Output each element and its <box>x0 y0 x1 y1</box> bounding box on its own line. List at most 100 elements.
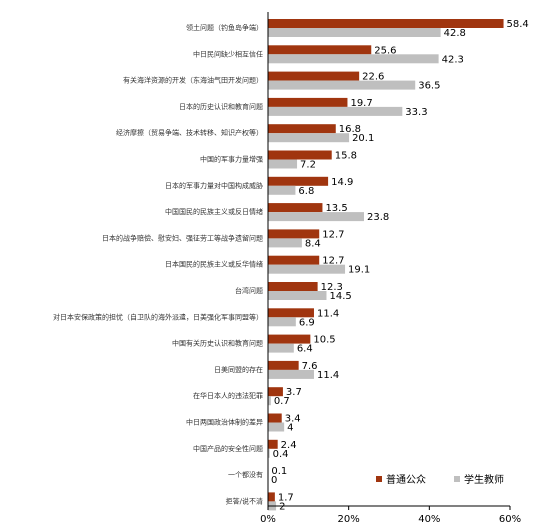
bar-series-1 <box>268 492 275 502</box>
value-labels: 58.442.825.642.322.636.519.733.316.820.1… <box>271 19 529 512</box>
bar-series-1 <box>268 97 348 107</box>
x-tick-label: 60% <box>499 514 521 525</box>
data-label-series-1: 19.7 <box>350 98 372 109</box>
data-label-series-1: 13.5 <box>325 203 347 214</box>
bar-series-1 <box>268 71 360 81</box>
data-label-series-2: 8.4 <box>305 238 321 249</box>
bar-series-1 <box>268 308 314 318</box>
bar-series-1 <box>268 255 320 265</box>
bar-series-1 <box>268 124 336 134</box>
category-label: 中日两国政治体制的差异 <box>186 418 263 427</box>
category-label: 日本的军事力量对中国构成威胁 <box>165 181 263 190</box>
data-label-series-2: 6.9 <box>299 317 315 328</box>
bar-series-1 <box>268 282 318 291</box>
category-label: 中日民间缺少相互信任 <box>193 49 263 58</box>
data-label-series-2: 23.8 <box>367 212 389 223</box>
bar-series-2 <box>268 106 403 116</box>
category-label: 日本国民的民族主义或反华情绪 <box>165 260 263 269</box>
legend-swatch-series-2 <box>454 476 460 482</box>
data-label-series-1: 10.5 <box>313 335 335 346</box>
category-label: 经济摩擦（贸易争端、技术转移、知识产权等） <box>116 128 263 137</box>
data-label-series-1: 58.4 <box>507 19 529 30</box>
bar-series-2 <box>268 448 270 458</box>
bar-series-1 <box>268 203 323 213</box>
data-label-series-1: 16.8 <box>339 124 361 135</box>
data-label-series-2: 0.4 <box>273 449 289 460</box>
bar-series-1 <box>268 19 504 28</box>
data-label-series-2: 6.8 <box>298 186 314 197</box>
bar-series-2 <box>268 317 296 327</box>
bar-series-2 <box>268 185 296 195</box>
data-label-series-1: 1.7 <box>278 492 294 503</box>
bar-series-2 <box>268 422 285 432</box>
data-label-series-1: 25.6 <box>374 45 396 56</box>
bar-series-2 <box>268 54 439 64</box>
category-label: 中国国民的民族主义或反日情绪 <box>165 207 263 216</box>
bar-series-2 <box>268 238 302 248</box>
category-label: 领土问题（钓鱼岛争端） <box>186 23 263 32</box>
data-label-series-1: 15.8 <box>335 151 357 162</box>
data-label-series-2: 4 <box>287 423 293 434</box>
data-label-series-2: 11.4 <box>317 370 339 381</box>
data-label-series-1: 3.7 <box>286 387 302 398</box>
data-label-series-1: 0.1 <box>271 466 287 477</box>
category-label: 对日本安保政策的担忧（自卫队的海外派遣，日美强化军事同盟等） <box>53 312 263 321</box>
bar-series-1 <box>268 360 299 370</box>
data-label-series-2: 42.8 <box>444 28 466 39</box>
data-label-series-2: 2 <box>279 501 285 512</box>
data-label-series-2: 42.3 <box>442 54 464 65</box>
bar-series-2 <box>268 396 271 406</box>
bar-series-2 <box>268 343 294 353</box>
category-label: 日本的历史认识和教育问题 <box>179 102 263 111</box>
data-label-series-2: 14.5 <box>329 291 351 302</box>
category-label: 在华日本人的违法犯罪 <box>193 391 263 400</box>
legend: 普通公众 学生教师 <box>376 473 504 486</box>
data-label-series-2: 33.3 <box>405 107 427 118</box>
data-label-series-1: 14.9 <box>331 177 353 188</box>
bar-series-2 <box>268 159 298 169</box>
bar-series-2 <box>268 212 364 222</box>
bar-series-1 <box>268 229 320 239</box>
category-label: 一个都没有 <box>228 470 263 479</box>
x-tick-label: 20% <box>338 514 360 525</box>
data-label-series-2: 20.1 <box>352 133 374 144</box>
bar-series-2 <box>268 291 327 300</box>
bar-series-1 <box>268 150 332 160</box>
data-label-series-2: 36.5 <box>418 81 440 92</box>
data-label-series-1: 11.4 <box>317 308 339 319</box>
category-label: 拒答/说不清 <box>226 496 263 505</box>
bar-series-2 <box>268 28 441 37</box>
category-label: 有关海洋资源的开发（东海油气田开发问题） <box>123 76 263 85</box>
data-label-series-1: 12.7 <box>322 256 344 267</box>
x-axis: 0% 20% 40% 60% <box>260 12 521 525</box>
category-labels: 领土问题（钓鱼岛争端） 中日民间缺少相互信任有关海洋资源的开发（东海油气田开发问题… <box>53 23 263 505</box>
category-label: 中国产品的安全性问题 <box>193 444 263 453</box>
legend-label-series-2: 学生教师 <box>464 473 504 486</box>
data-label-series-2: 6.4 <box>297 344 313 355</box>
bar-series-2 <box>268 369 314 379</box>
bar-series-1 <box>268 387 283 397</box>
x-tick-label: 40% <box>418 514 440 525</box>
bar-series-2 <box>268 264 346 274</box>
bar-series-1 <box>268 439 278 449</box>
x-tick-label: 0% <box>260 514 276 525</box>
data-label-series-2: 7.2 <box>300 160 316 171</box>
bar-series-1 <box>268 176 329 186</box>
bar-series-2 <box>268 133 350 143</box>
bar-series-2 <box>268 80 416 90</box>
bar-series-1 <box>268 45 372 55</box>
category-label: 日美同盟的存在 <box>214 365 263 374</box>
data-label-series-1: 22.6 <box>362 72 384 83</box>
data-label-series-1: 3.4 <box>285 414 301 425</box>
legend-swatch-series-1 <box>376 476 382 482</box>
category-label: 日本的战争赔偿、慰安妇、强征劳工等战争遗留问题 <box>102 233 263 242</box>
category-label: 中国的军事力量增强 <box>200 155 263 164</box>
data-label-series-1: 7.6 <box>302 361 318 372</box>
bars <box>268 19 504 511</box>
data-label-series-1: 2.4 <box>281 440 297 451</box>
category-label: 台湾问题 <box>235 286 263 295</box>
data-label-series-1: 12.3 <box>321 282 343 293</box>
bar-series-1 <box>268 413 282 423</box>
data-label-series-2: 19.1 <box>348 265 370 276</box>
